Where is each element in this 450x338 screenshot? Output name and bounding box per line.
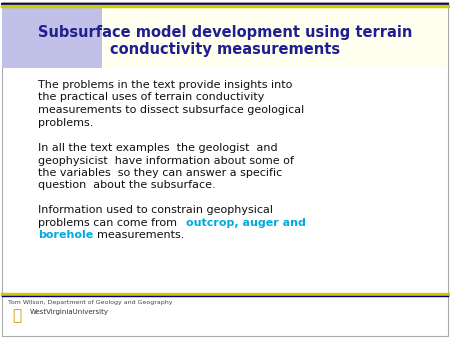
Text: measurements.: measurements. [90,230,184,240]
Text: problems can come from: problems can come from [38,217,180,227]
Text: borehole: borehole [38,230,93,240]
Text: Information used to constrain geophysical: Information used to constrain geophysica… [38,205,273,215]
Text: Tom Wilson, Department of Geology and Geography: Tom Wilson, Department of Geology and Ge… [8,300,172,305]
Text: problems.: problems. [38,118,94,127]
Text: question  about the subsurface.: question about the subsurface. [38,180,216,191]
Text: conductivity measurements: conductivity measurements [110,42,340,57]
Text: geophysicist  have information about some of: geophysicist have information about some… [38,155,294,166]
Text: outcrop, auger and: outcrop, auger and [186,217,306,227]
FancyBboxPatch shape [2,2,448,336]
Text: the variables  so they can answer a specific: the variables so they can answer a speci… [38,168,282,178]
Text: Subsurface model development using terrain: Subsurface model development using terra… [38,25,412,40]
FancyBboxPatch shape [2,5,448,68]
Text: The problems in the text provide insights into: The problems in the text provide insight… [38,80,292,90]
Text: In all the text examples  the geologist  and: In all the text examples the geologist a… [38,143,278,153]
Text: WestVirginiaUniversity: WestVirginiaUniversity [30,309,109,315]
Text: the practical uses of terrain conductivity: the practical uses of terrain conductivi… [38,93,265,102]
FancyBboxPatch shape [2,5,102,68]
Text: measurements to dissect subsurface geological: measurements to dissect subsurface geolo… [38,105,304,115]
Text: Ⓦ: Ⓦ [12,308,21,323]
